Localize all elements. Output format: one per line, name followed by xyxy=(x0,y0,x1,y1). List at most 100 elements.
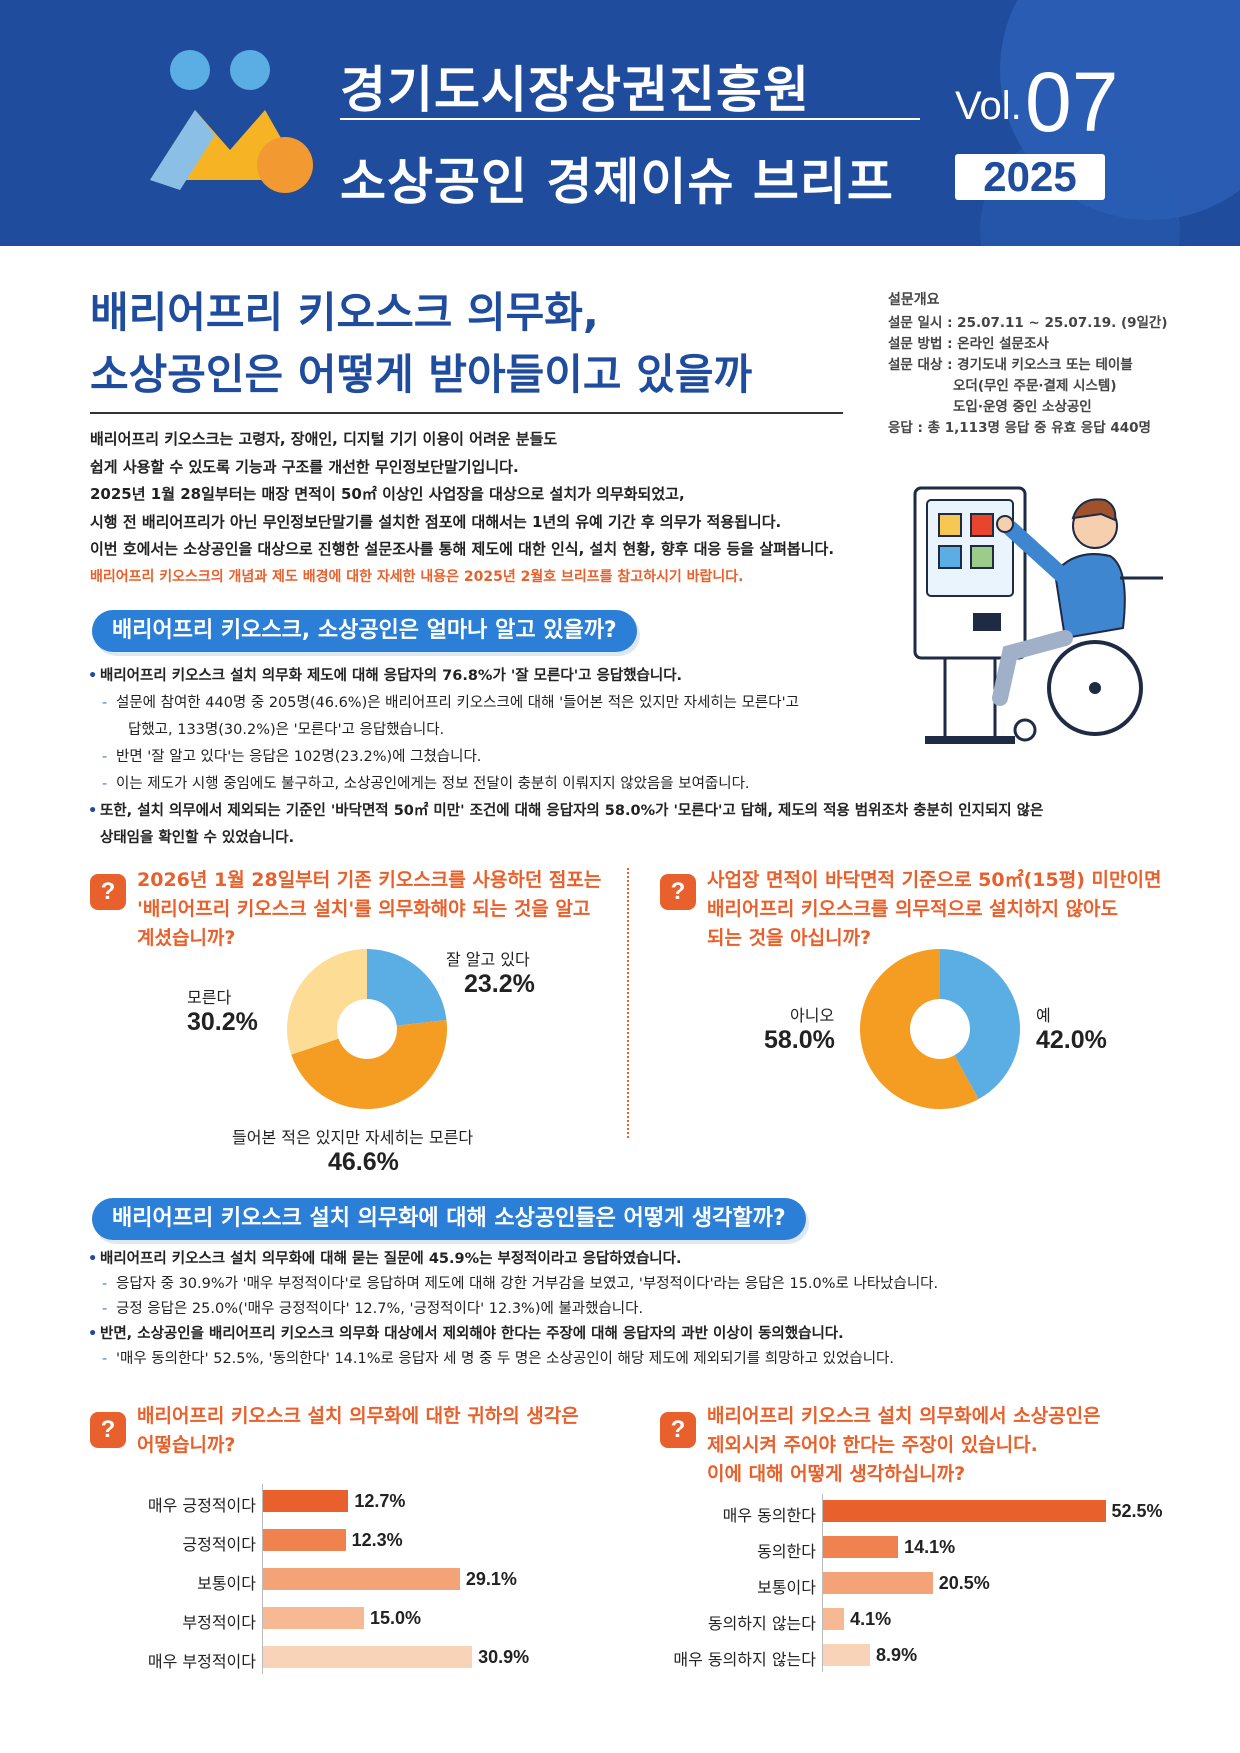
label-dont-know: 모른다 xyxy=(187,988,232,1007)
donut-chart-awareness xyxy=(287,949,447,1109)
bar-value-label: 14.1% xyxy=(904,1537,956,1557)
question-icon: ? xyxy=(90,1412,126,1448)
bar xyxy=(822,1644,871,1666)
intro-text: 배리어프리 키오스크는 고령자, 장애인, 디지털 기기 이용이 어려운 분들도… xyxy=(90,426,900,591)
header-divider xyxy=(340,118,920,120)
question-4: 배리어프리 키오스크 설치 의무화에서 소상공인은 제외시켜 주어야 한다는 주… xyxy=(707,1402,1187,1489)
question-line: 되는 것을 아십니까? xyxy=(707,927,872,949)
bar-value-label: 4.1% xyxy=(850,1609,892,1629)
bar xyxy=(262,1568,460,1590)
value-yes: 42.0% xyxy=(1036,1026,1107,1054)
value-know-well: 23.2% xyxy=(464,970,535,998)
bar-category-label: 부정적이다 xyxy=(182,1613,256,1632)
intro-note: 배리어프리 키오스크의 개념과 제도 배경에 대한 자세한 내용은 2025년 … xyxy=(90,568,744,585)
bar xyxy=(822,1536,899,1558)
series-title: 소상공인 경제이슈 브리프 xyxy=(340,153,894,211)
page-title-line1: 배리어프리 키오스크 의무화, xyxy=(90,288,599,337)
survey-target: 설문 대상 : 경기도내 키오스크 또는 테이블 xyxy=(888,357,1133,373)
section1-bullets: 배리어프리 키오스크 설치 의무화 제도에 대해 응답자의 76.8%가 '잘 … xyxy=(88,663,1168,852)
bar-value-label: 15.0% xyxy=(370,1608,422,1628)
bar xyxy=(262,1490,349,1512)
donut-chart-exemption-awareness xyxy=(860,949,1021,1109)
donut-slice xyxy=(287,949,367,1055)
value-heard-but-unsure: 46.6% xyxy=(328,1148,399,1176)
page-title: 배리어프리 키오스크 의무화, 소상공인은 어떻게 받아들이고 있을까 xyxy=(90,282,752,406)
question-line: '배리어프리 키오스크 설치'를 의무화해야 되는 것을 알고 xyxy=(137,898,591,920)
sub-bullet: '매우 동의한다' 52.5%, '동의한다' 14.1%로 응답자 세 명 중… xyxy=(88,1347,1168,1372)
sub-bullet: 반면 '잘 알고 있다'는 응답은 102명(23.2%)에 그쳤습니다. xyxy=(88,744,1168,771)
bar xyxy=(822,1572,933,1594)
question-1: 2026년 1월 28일부터 기존 키오스크를 사용하던 점포는 '배리어프리 … xyxy=(137,866,627,953)
bar-axis xyxy=(822,1494,823,1672)
bullet: 배리어프리 키오스크 설치 의무화에 대해 묻는 질문에 45.9%는 부정적이… xyxy=(88,1247,1168,1272)
intro-line: 이번 호에서는 소상공인을 대상으로 진행한 설문조사를 통해 제도에 대한 인… xyxy=(90,540,835,558)
bar-value-label: 52.5% xyxy=(1111,1501,1163,1521)
section-heading-awareness: 배리어프리 키오스크, 소상공인은 얼마나 알고 있을까? xyxy=(92,610,637,652)
bar-category-label: 긍정적이다 xyxy=(182,1535,256,1554)
bar-category-label: 보통이다 xyxy=(757,1578,816,1597)
logo-icon xyxy=(150,50,313,193)
bar-value-label: 12.7% xyxy=(354,1491,406,1511)
question-2: 사업장 면적이 바닥면적 기준으로 50㎡(15평) 미만이면 배리어프리 키오… xyxy=(707,866,1187,953)
label-know-well: 잘 알고 있다 xyxy=(446,950,530,969)
section-heading-opinion: 배리어프리 키오스크 설치 의무화에 대해 소상공인들은 어떻게 생각할까? xyxy=(92,1198,806,1240)
question-line: 배리어프리 키오스크 설치 의무화에서 소상공인은 xyxy=(707,1405,1101,1427)
donut-slice xyxy=(291,1019,447,1109)
bar xyxy=(822,1500,1106,1522)
bar-category-label: 보통이다 xyxy=(197,1574,256,1593)
intro-line: 2025년 1월 28일부터는 매장 면적이 50㎡ 이상인 사업장을 대상으로… xyxy=(90,485,685,503)
bar-value-label: 30.9% xyxy=(478,1647,530,1667)
survey-overview: 설문개요 설문 일시 : 25.07.11 ~ 25.07.19. (9일간) … xyxy=(888,290,1188,439)
question-line: 사업장 면적이 바닥면적 기준으로 50㎡(15평) 미만이면 xyxy=(707,869,1162,891)
bar-value-label: 29.1% xyxy=(465,1569,517,1589)
intro-line: 배리어프리 키오스크는 고령자, 장애인, 디지털 기기 이용이 어려운 분들도 xyxy=(90,430,558,448)
question-line: 제외시켜 주어야 한다는 주장이 있습니다. xyxy=(707,1434,1038,1456)
year-badge: 2025 xyxy=(955,154,1105,200)
donut-slice xyxy=(940,949,1021,1100)
question-3: 배리어프리 키오스크 설치 의무화에 대한 귀하의 생각은 어떻습니까? xyxy=(137,1402,627,1460)
survey-method: 설문 방법 : 온라인 설문조사 xyxy=(888,336,1049,352)
bar-value-label: 8.9% xyxy=(876,1645,918,1665)
bullet: 반면, 소상공인을 배리어프리 키오스크 의무화 대상에서 제외해야 한다는 주… xyxy=(88,1322,1168,1347)
survey-date: 설문 일시 : 25.07.11 ~ 25.07.19. (9일간) xyxy=(888,315,1168,331)
header-banner: 경기도시장상권진흥원 소상공인 경제이슈 브리프 Vol. 07 2025 xyxy=(0,0,1240,246)
bullet: 또한, 설치 의무에서 제외되는 기준인 '바닥면적 50㎡ 미만' 조건에 대… xyxy=(88,798,1168,825)
question-line: 배리어프리 키오스크 설치 의무화에 대한 귀하의 생각은 xyxy=(137,1405,579,1427)
sub-bullet: 설문에 참여한 440명 중 205명(46.6%)은 배리어프리 키오스크에 … xyxy=(88,690,1168,717)
value-no: 58.0% xyxy=(764,1026,835,1054)
bullet-cont: 상태임을 확인할 수 있었습니다. xyxy=(100,830,295,846)
sub-bullet: 이는 제도가 시행 중임에도 불구하고, 소상공인에게는 정보 전달이 충분히 … xyxy=(88,771,1168,798)
bar-category-label: 매우 긍정적이다 xyxy=(147,1496,256,1515)
question-icon: ? xyxy=(90,874,126,910)
bar-value-label: 20.5% xyxy=(938,1573,990,1593)
survey-heading: 설문개요 xyxy=(888,292,940,308)
bar-category-label: 매우 동의한다 xyxy=(722,1506,816,1525)
value-dont-know: 30.2% xyxy=(187,1008,258,1036)
question-line: 배리어프리 키오스크를 의무적으로 설치하지 않아도 xyxy=(707,898,1119,920)
question-line: 계셨습니까? xyxy=(137,927,236,949)
column-divider xyxy=(627,868,629,1138)
survey-response: 응답 : 총 1,113명 응답 중 유효 응답 440명 xyxy=(888,420,1151,436)
bar xyxy=(262,1607,364,1629)
intro-line: 시행 전 배리어프리가 아닌 무인정보단말기를 설치한 점포에 대해서는 1년의… xyxy=(90,512,782,531)
sub-bullet: 응답자 중 30.9%가 '매우 부정적이다'로 응답하며 제도에 대해 강한 … xyxy=(88,1272,1168,1297)
page-title-line2: 소상공인은 어떻게 받아들이고 있을까 xyxy=(90,350,753,399)
sub-bullet: 긍정 응답은 25.0%('매우 긍정적이다' 12.7%, '긍정적이다' 1… xyxy=(88,1297,1168,1322)
bar-category-label: 매우 동의하지 않는다 xyxy=(673,1650,816,1669)
question-icon: ? xyxy=(660,874,696,910)
bar-axis xyxy=(262,1484,263,1674)
vol-label: Vol. xyxy=(955,84,1022,128)
question-line: 2026년 1월 28일부터 기존 키오스크를 사용하던 점포는 xyxy=(137,869,602,891)
bar-category-label: 동의한다 xyxy=(757,1542,816,1561)
bar xyxy=(262,1529,346,1551)
question-icon: ? xyxy=(660,1412,696,1448)
bar xyxy=(262,1646,473,1668)
section2-bullets: 배리어프리 키오스크 설치 의무화에 대해 묻는 질문에 45.9%는 부정적이… xyxy=(88,1247,1168,1372)
title-rule xyxy=(90,412,843,414)
bullet: 배리어프리 키오스크 설치 의무화 제도에 대해 응답자의 76.8%가 '잘 … xyxy=(88,663,1168,690)
bar-category-label: 매우 부정적이다 xyxy=(147,1652,256,1671)
sub-bullet-cont: 답했고, 133명(30.2%)은 '모른다'고 응답했습니다. xyxy=(128,722,445,738)
question-line: 이에 대해 어떻게 생각하십니까? xyxy=(707,1463,966,1485)
label-no: 아니오 xyxy=(790,1006,835,1025)
intro-line: 쉽게 사용할 수 있도록 기능과 구조를 개선한 무인정보단말기입니다. xyxy=(90,457,519,476)
